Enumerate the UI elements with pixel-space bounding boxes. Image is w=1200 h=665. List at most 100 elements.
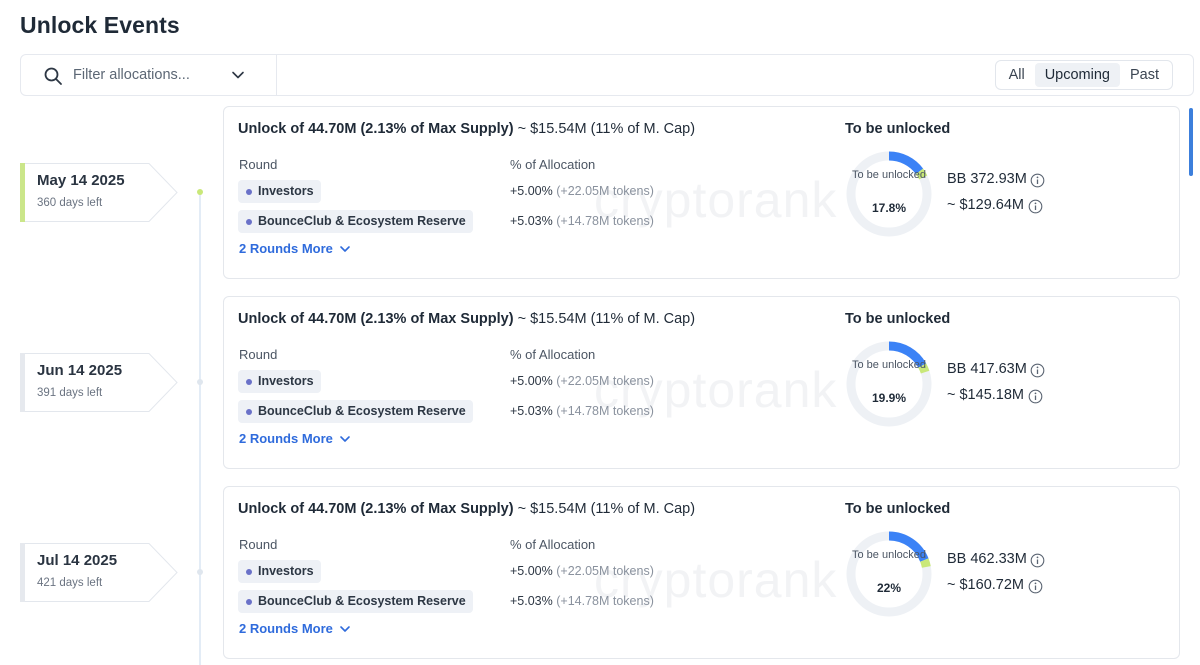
unlock-progress-donut: [846, 341, 932, 427]
info-icon[interactable]: [1030, 553, 1045, 568]
info-icon[interactable]: [1030, 363, 1045, 378]
info-icon[interactable]: [1028, 389, 1043, 404]
date-tag: Jun 14 2025 391 days left: [20, 353, 178, 412]
date-tag: May 14 2025 360 days left: [20, 163, 178, 222]
info-icon[interactable]: [1028, 579, 1043, 594]
amount-usd: ~ $160.72M: [947, 577, 1024, 593]
timeline-dot: [197, 569, 203, 575]
more-rounds-label: 2 Rounds More: [239, 431, 333, 446]
search-icon: [44, 67, 62, 85]
round-pill: BounceClub & Ecosystem Reserve: [238, 210, 473, 233]
allocation-value: +5.03% (+14.78M tokens): [510, 594, 654, 608]
allocation-tokens: (+14.78M tokens): [556, 214, 654, 228]
round-name: BounceClub & Ecosystem Reserve: [258, 214, 466, 228]
round-name: Investors: [258, 564, 314, 578]
unlock-title-value: ~ $15.54M (11% of M. Cap): [517, 121, 696, 137]
date-tag-shape: [20, 543, 178, 602]
more-rounds-label: 2 Rounds More: [239, 241, 333, 256]
chevron-down-icon: [340, 245, 350, 252]
info-icon[interactable]: [1030, 173, 1045, 188]
round-pill: Investors: [238, 180, 321, 203]
unlock-progress-donut: [846, 531, 932, 617]
filter-bar: All Upcoming Past: [20, 54, 1194, 96]
amount-usd: ~ $145.18M: [947, 387, 1024, 403]
round-name: Investors: [258, 184, 314, 198]
donut-progress-arc: [846, 341, 932, 427]
chevron-down-icon: [340, 435, 350, 442]
days-left: 360 days left: [37, 197, 103, 209]
unlock-progress-donut: [846, 151, 932, 237]
round-column-header: Round: [239, 537, 278, 552]
donut-label: To be unlocked: [852, 359, 926, 371]
unlock-title-main: Unlock of 44.70M (2.13% of Max Supply): [238, 121, 514, 137]
to-be-unlocked-heading: To be unlocked: [845, 501, 951, 517]
allocation-value: +5.03% (+14.78M tokens): [510, 404, 654, 418]
to-be-unlocked-heading: To be unlocked: [845, 121, 951, 137]
round-dot: [246, 189, 252, 195]
round-column-header: Round: [239, 157, 278, 172]
round-pill: BounceClub & Ecosystem Reserve: [238, 400, 473, 423]
tab-all[interactable]: All: [1008, 67, 1025, 83]
scrollbar[interactable]: [1189, 108, 1193, 176]
unlock-event-card: cryptorank Unlock of 44.70M (2.13% of Ma…: [223, 106, 1180, 279]
unlock-title-main: Unlock of 44.70M (2.13% of Max Supply): [238, 311, 514, 327]
allocation-tokens: (+14.78M tokens): [556, 594, 654, 608]
allocation-tokens: (+22.05M tokens): [556, 564, 654, 578]
donut-percent: 17.8%: [871, 201, 907, 215]
info-icon[interactable]: [1028, 199, 1043, 214]
allocation-column-header: % of Allocation: [510, 157, 596, 172]
time-filter-tabs: All Upcoming Past: [994, 60, 1173, 90]
amount-tokens: BB 372.93M: [947, 171, 1027, 187]
donut-progress-arc: [846, 151, 932, 237]
unlock-title: Unlock of 44.70M (2.13% of Max Supply) ~…: [238, 121, 695, 137]
round-name: BounceClub & Ecosystem Reserve: [258, 594, 466, 608]
round-dot: [246, 219, 252, 225]
allocation-filter[interactable]: [21, 55, 277, 95]
timeline-line: [199, 190, 201, 665]
round-dot: [246, 569, 252, 575]
round-pill: BounceClub & Ecosystem Reserve: [238, 590, 473, 613]
tab-past[interactable]: Past: [1129, 67, 1159, 83]
unlock-title-value: ~ $15.54M (11% of M. Cap): [517, 501, 696, 517]
timeline-dot: [197, 189, 203, 195]
chevron-down-icon[interactable]: [231, 68, 245, 82]
amount-tokens: BB 417.63M: [947, 361, 1027, 377]
donut-percent: 19.9%: [871, 391, 907, 405]
donut-progress-arc: [846, 531, 932, 617]
more-rounds-link[interactable]: 2 Rounds More: [239, 241, 351, 256]
allocation-percent: +5.00%: [510, 184, 553, 198]
unlock-date: Jun 14 2025: [37, 362, 123, 379]
more-rounds-link[interactable]: 2 Rounds More: [239, 621, 351, 636]
allocation-value: +5.00% (+22.05M tokens): [510, 184, 654, 198]
allocation-tokens: (+22.05M tokens): [556, 184, 654, 198]
date-tag-shape: [20, 353, 178, 412]
amount-usd: ~ $129.64M: [947, 197, 1024, 213]
filter-allocations-input[interactable]: [73, 63, 223, 87]
unlock-title: Unlock of 44.70M (2.13% of Max Supply) ~…: [238, 501, 695, 517]
unlock-title-value: ~ $15.54M (11% of M. Cap): [517, 311, 696, 327]
allocation-value: +5.00% (+22.05M tokens): [510, 564, 654, 578]
chevron-down-icon: [340, 625, 350, 632]
tab-upcoming[interactable]: Upcoming: [1034, 63, 1120, 87]
allocation-column-header: % of Allocation: [510, 347, 596, 362]
more-rounds-link[interactable]: 2 Rounds More: [239, 431, 351, 446]
date-tag: Jul 14 2025 421 days left: [20, 543, 178, 602]
allocation-percent: +5.03%: [510, 214, 553, 228]
allocation-value: +5.00% (+22.05M tokens): [510, 374, 654, 388]
donut-percent: 22%: [876, 581, 902, 595]
round-dot: [246, 379, 252, 385]
allocation-column-header: % of Allocation: [510, 537, 596, 552]
page-title: Unlock Events: [20, 12, 180, 38]
allocation-tokens: (+22.05M tokens): [556, 374, 654, 388]
allocation-percent: +5.00%: [510, 374, 553, 388]
donut-label: To be unlocked: [852, 549, 926, 561]
days-left: 391 days left: [37, 387, 103, 399]
allocation-tokens: (+14.78M tokens): [556, 404, 654, 418]
unlock-title: Unlock of 44.70M (2.13% of Max Supply) ~…: [238, 311, 695, 327]
round-column-header: Round: [239, 347, 278, 362]
days-left: 421 days left: [37, 577, 103, 589]
to-be-unlocked-heading: To be unlocked: [845, 311, 951, 327]
round-dot: [246, 409, 252, 415]
allocation-percent: +5.03%: [510, 594, 553, 608]
round-dot: [246, 599, 252, 605]
